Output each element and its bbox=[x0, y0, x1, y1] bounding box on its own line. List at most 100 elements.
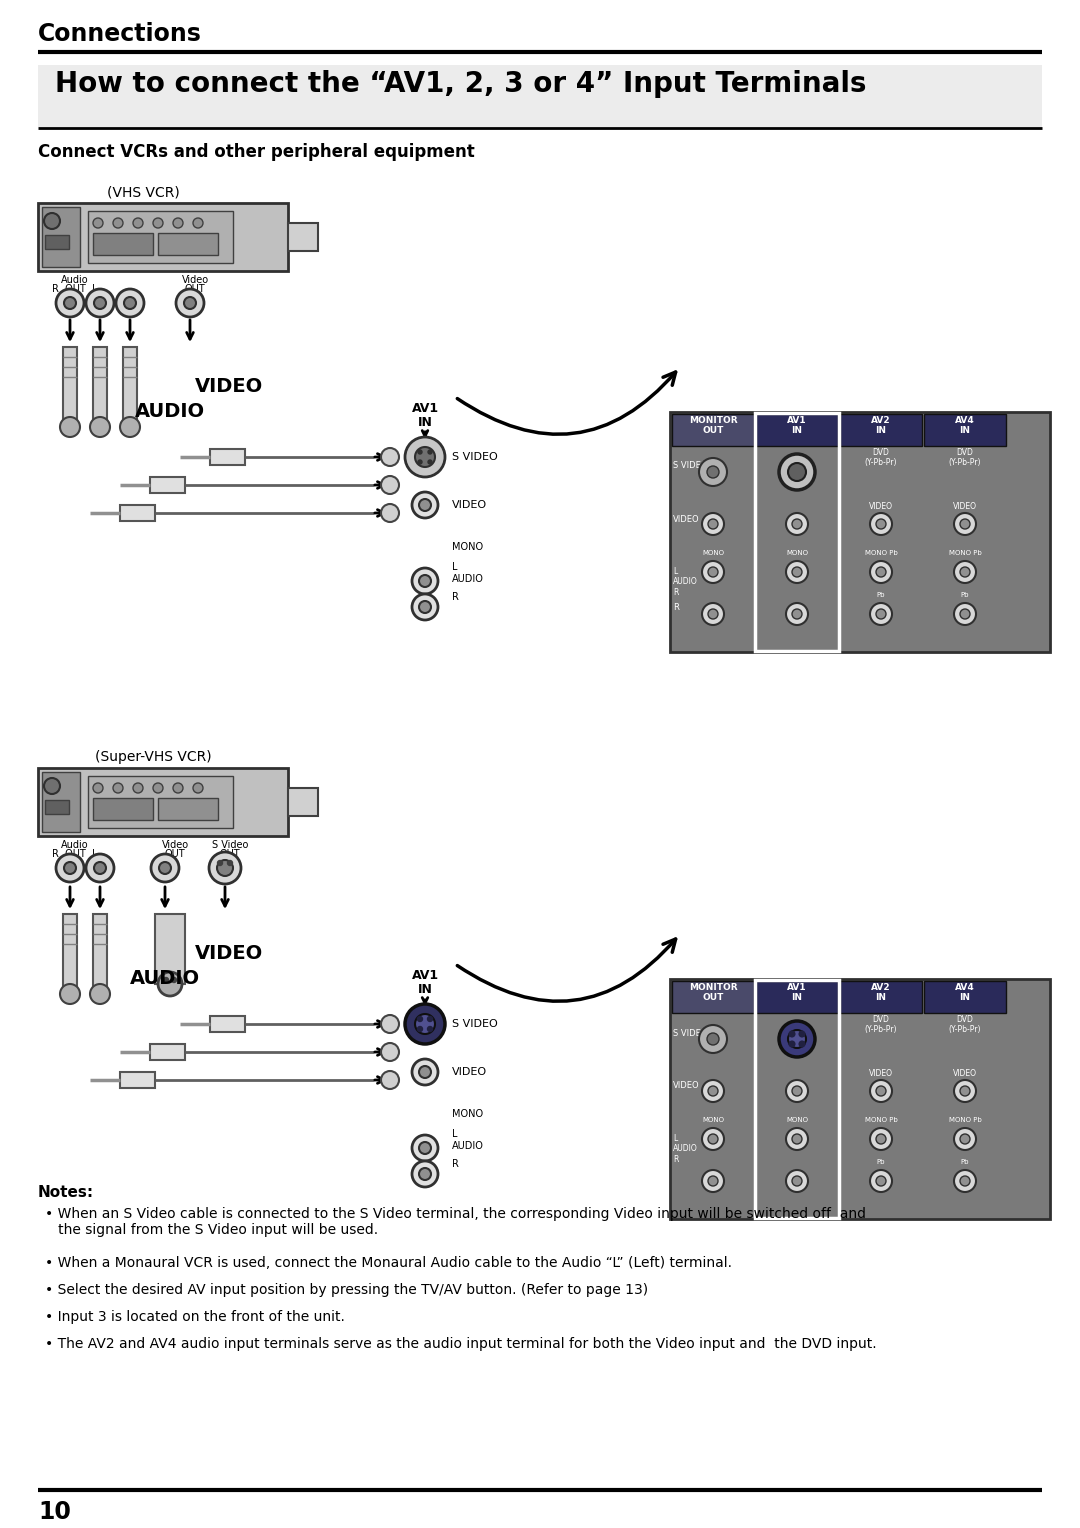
Circle shape bbox=[153, 782, 163, 793]
Circle shape bbox=[870, 1080, 892, 1102]
Bar bbox=[670, 979, 1050, 1219]
Circle shape bbox=[411, 1161, 438, 1187]
Bar bbox=[38, 66, 1042, 127]
Text: L
AUDIO
R: L AUDIO R bbox=[673, 567, 698, 597]
Circle shape bbox=[193, 219, 203, 228]
Text: MONO: MONO bbox=[786, 550, 808, 556]
Text: DVD
(Y-Pb-Pr): DVD (Y-Pb-Pr) bbox=[865, 448, 897, 468]
Bar bbox=[210, 1016, 245, 1031]
Text: S VIDEO: S VIDEO bbox=[453, 1019, 498, 1028]
Bar bbox=[93, 347, 107, 426]
Text: VIDEO: VIDEO bbox=[673, 515, 700, 524]
Bar bbox=[63, 914, 77, 995]
Text: AV1: AV1 bbox=[411, 402, 438, 416]
Circle shape bbox=[876, 520, 886, 529]
Circle shape bbox=[786, 561, 808, 584]
Text: • The AV2 and AV4 audio input terminals serve as the audio input terminal for bo: • The AV2 and AV4 audio input terminals … bbox=[45, 1337, 877, 1351]
Circle shape bbox=[419, 1167, 431, 1180]
Circle shape bbox=[133, 219, 143, 228]
Circle shape bbox=[954, 1170, 976, 1192]
Text: S VIDEO: S VIDEO bbox=[673, 1028, 707, 1038]
Circle shape bbox=[954, 561, 976, 584]
Text: OUT: OUT bbox=[185, 284, 205, 293]
Bar bbox=[42, 772, 80, 833]
Circle shape bbox=[876, 610, 886, 619]
Circle shape bbox=[228, 860, 232, 865]
Circle shape bbox=[44, 212, 60, 229]
Circle shape bbox=[428, 1016, 432, 1022]
Circle shape bbox=[120, 417, 140, 437]
Text: VIDEO: VIDEO bbox=[673, 1082, 700, 1091]
Circle shape bbox=[707, 1033, 719, 1045]
Circle shape bbox=[799, 1031, 805, 1036]
Bar bbox=[672, 981, 754, 1013]
Text: AV1
IN: AV1 IN bbox=[787, 983, 807, 1002]
Circle shape bbox=[702, 604, 724, 625]
Circle shape bbox=[786, 1170, 808, 1192]
Circle shape bbox=[876, 1086, 886, 1096]
Circle shape bbox=[217, 860, 233, 876]
Text: S VIDEO: S VIDEO bbox=[453, 452, 498, 461]
Circle shape bbox=[792, 520, 802, 529]
Circle shape bbox=[173, 782, 183, 793]
Circle shape bbox=[419, 1067, 431, 1077]
Text: MONO: MONO bbox=[453, 542, 483, 552]
Circle shape bbox=[702, 1128, 724, 1151]
Text: Pb: Pb bbox=[877, 591, 886, 597]
Circle shape bbox=[870, 561, 892, 584]
Text: L
AUDIO
R: L AUDIO R bbox=[673, 1134, 698, 1164]
Bar bbox=[288, 223, 318, 251]
Circle shape bbox=[789, 1031, 795, 1036]
Circle shape bbox=[792, 610, 802, 619]
Circle shape bbox=[786, 1128, 808, 1151]
Circle shape bbox=[428, 460, 432, 465]
Circle shape bbox=[411, 492, 438, 518]
Text: S Video: S Video bbox=[212, 840, 248, 850]
Bar bbox=[93, 914, 107, 995]
Text: Connect VCRs and other peripheral equipment: Connect VCRs and other peripheral equipm… bbox=[38, 144, 475, 160]
Text: DVD
(Y-Pb-Pr): DVD (Y-Pb-Pr) bbox=[865, 1015, 897, 1034]
Circle shape bbox=[116, 289, 144, 316]
Circle shape bbox=[418, 460, 422, 465]
Text: R  OUT  L: R OUT L bbox=[52, 284, 98, 293]
Circle shape bbox=[708, 1086, 718, 1096]
Circle shape bbox=[210, 853, 241, 885]
Circle shape bbox=[381, 1044, 399, 1060]
FancyArrowPatch shape bbox=[457, 940, 676, 1001]
Text: IN: IN bbox=[418, 983, 432, 996]
Bar bbox=[38, 769, 288, 836]
Text: Audio: Audio bbox=[62, 275, 89, 286]
Text: VIDEO: VIDEO bbox=[195, 377, 264, 396]
Text: MONO Pb: MONO Pb bbox=[948, 550, 982, 556]
Text: L: L bbox=[453, 562, 458, 571]
Text: How to connect the “AV1, 2, 3 or 4” Input Terminals: How to connect the “AV1, 2, 3 or 4” Inpu… bbox=[55, 70, 866, 98]
Circle shape bbox=[56, 854, 84, 882]
Circle shape bbox=[792, 1086, 802, 1096]
Text: (Super-VHS VCR): (Super-VHS VCR) bbox=[95, 750, 212, 764]
Circle shape bbox=[786, 513, 808, 535]
Text: AUDIO: AUDIO bbox=[130, 969, 200, 989]
Text: MONO: MONO bbox=[702, 550, 724, 556]
Text: S VIDEO: S VIDEO bbox=[673, 461, 707, 471]
Bar bbox=[45, 235, 69, 249]
Circle shape bbox=[418, 1016, 422, 1022]
Circle shape bbox=[954, 1080, 976, 1102]
Text: Pb: Pb bbox=[961, 1160, 969, 1164]
Circle shape bbox=[411, 1135, 438, 1161]
Circle shape bbox=[954, 513, 976, 535]
Bar bbox=[150, 477, 185, 494]
Text: DVD
(Y-Pb-Pr): DVD (Y-Pb-Pr) bbox=[948, 448, 982, 468]
Circle shape bbox=[788, 1030, 806, 1048]
Text: AUDIO: AUDIO bbox=[453, 575, 484, 584]
Circle shape bbox=[960, 1134, 970, 1144]
Bar bbox=[123, 347, 137, 426]
Circle shape bbox=[702, 513, 724, 535]
Text: • Input 3 is located on the front of the unit.: • Input 3 is located on the front of the… bbox=[45, 1309, 345, 1323]
Circle shape bbox=[876, 1177, 886, 1186]
Circle shape bbox=[151, 854, 179, 882]
Text: R: R bbox=[453, 1160, 459, 1169]
Text: MONO Pb: MONO Pb bbox=[865, 1117, 897, 1123]
Bar bbox=[288, 788, 318, 816]
Circle shape bbox=[789, 1042, 795, 1047]
Circle shape bbox=[113, 219, 123, 228]
